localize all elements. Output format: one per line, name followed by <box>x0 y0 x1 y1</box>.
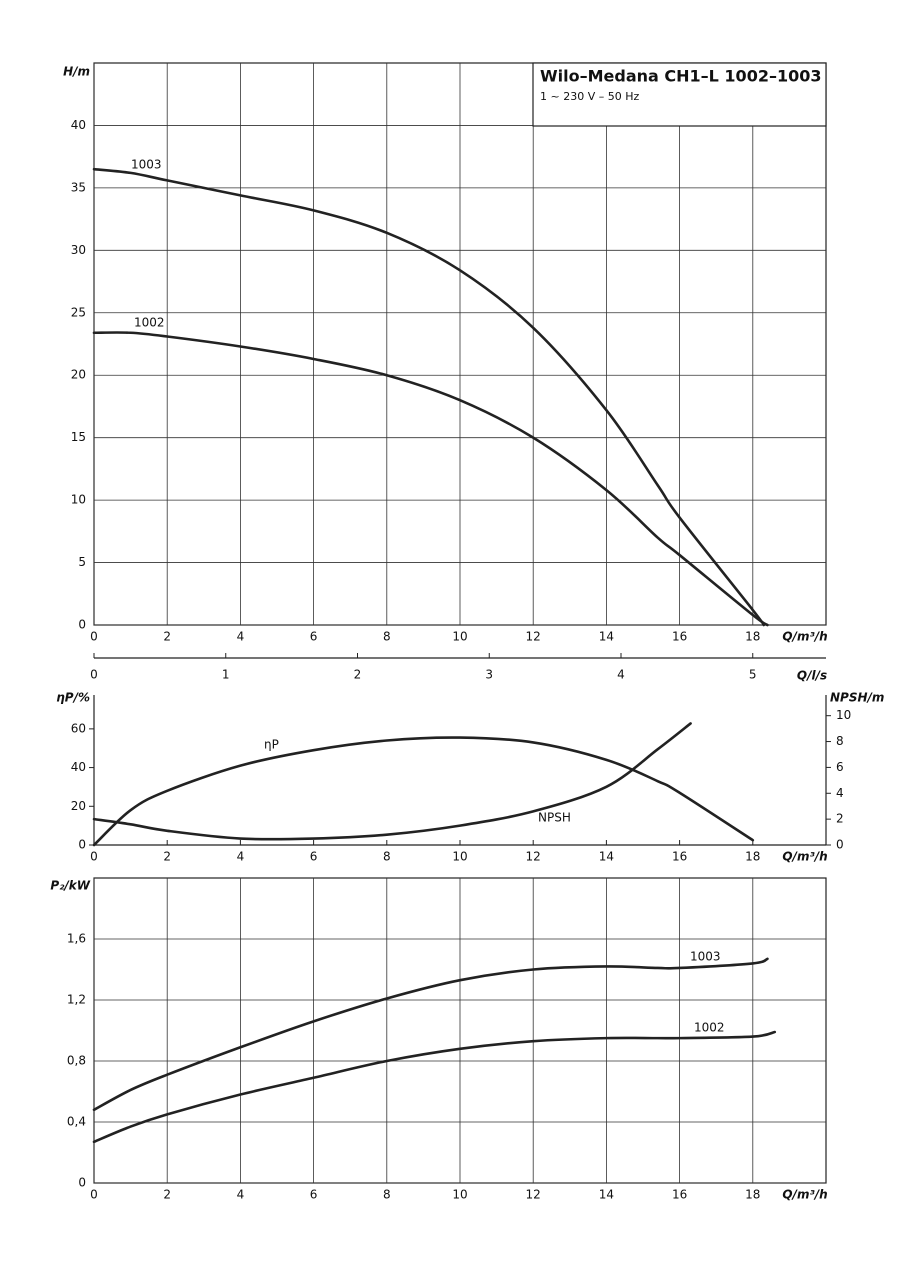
y-tick-label: 40 <box>71 118 86 132</box>
x-axis-label: Q/m³/h <box>782 1188 827 1202</box>
x-tick-label: 4 <box>237 1188 245 1202</box>
x-tick-label: 4 <box>237 850 245 864</box>
y-tick-label: 25 <box>71 305 86 319</box>
x-tick-label: 14 <box>599 630 614 644</box>
x2-tick-label: 1 <box>222 668 230 682</box>
y-tick-label: 30 <box>71 243 86 257</box>
chart-title: Wilo–Medana CH1–L 1002–1003 <box>540 67 821 86</box>
y-tick-label: 15 <box>71 430 86 444</box>
curve <box>92 722 692 841</box>
curve-label: 1003 <box>131 158 162 172</box>
x-axis-label: Q/m³/h <box>782 850 827 864</box>
curve <box>92 1030 777 1144</box>
x-tick-label: 10 <box>452 850 467 864</box>
y-tick-label: 35 <box>71 180 86 194</box>
curve-label: ηP <box>264 738 279 752</box>
chart-subtitle: 1 ~ 230 V – 50 Hz <box>540 90 639 103</box>
x-tick-label: 10 <box>452 630 467 644</box>
y-tick-label: 0,4 <box>67 1115 86 1129</box>
x-tick-label: 14 <box>599 850 614 864</box>
curve-label: 1002 <box>134 316 165 330</box>
curve <box>92 331 769 627</box>
x-tick-label: 0 <box>90 850 98 864</box>
x-tick-label: 18 <box>745 1188 760 1202</box>
x-tick-label: 8 <box>383 1188 391 1202</box>
x2-tick-label: 3 <box>485 668 493 682</box>
x-tick-label: 6 <box>310 850 318 864</box>
y-axis-label: ηP/% <box>56 691 90 705</box>
y-tick-label: 20 <box>71 368 86 382</box>
curve <box>92 736 755 847</box>
x-tick-label: 16 <box>672 1188 687 1202</box>
x-tick-label: 8 <box>383 630 391 644</box>
y2-tick-label: 4 <box>836 786 844 800</box>
y-tick-label: 10 <box>71 493 86 507</box>
y-tick-label: 60 <box>71 721 86 735</box>
x-tick-label: 10 <box>452 1188 467 1202</box>
x-tick-label: 6 <box>310 1188 318 1202</box>
x-tick-label: 12 <box>526 850 541 864</box>
x-tick-label: 18 <box>745 630 760 644</box>
x-tick-label: 2 <box>163 630 171 644</box>
x2-tick-label: 0 <box>90 668 98 682</box>
x2-tick-label: 5 <box>749 668 757 682</box>
x-tick-label: 18 <box>745 850 760 864</box>
y2-tick-label: 8 <box>836 734 844 748</box>
x2-tick-label: 4 <box>617 668 625 682</box>
title-box <box>532 62 827 127</box>
curve-label: 1003 <box>690 950 721 964</box>
curve-label: NPSH <box>538 811 571 825</box>
x-tick-label: 6 <box>310 630 318 644</box>
y-tick-label: 0 <box>78 618 86 632</box>
x2-tick-label: 2 <box>354 668 362 682</box>
x-tick-label: 2 <box>163 850 171 864</box>
y-axis-label: H/m <box>63 65 90 79</box>
y2-tick-label: 10 <box>836 708 851 722</box>
x-tick-label: 16 <box>672 850 687 864</box>
x-tick-label: 14 <box>599 1188 614 1202</box>
curve <box>92 957 769 1112</box>
x-tick-label: 8 <box>383 850 391 864</box>
y-tick-label: 1,6 <box>67 932 86 946</box>
y-tick-label: 40 <box>71 760 86 774</box>
x2-axis-label: Q/l/s <box>797 669 827 683</box>
y-tick-label: 0 <box>78 1176 86 1190</box>
x-tick-label: 12 <box>526 1188 541 1202</box>
y2-tick-label: 6 <box>836 760 844 774</box>
y-tick-label: 1,2 <box>67 993 86 1007</box>
curve <box>92 167 766 627</box>
y2-tick-label: 0 <box>836 838 844 852</box>
y-tick-label: 0 <box>78 838 86 852</box>
x-tick-label: 16 <box>672 630 687 644</box>
x-axis-label: Q/m³/h <box>782 630 827 644</box>
y-axis-label: P₂/kW <box>50 879 90 893</box>
y-tick-label: 0,8 <box>67 1054 86 1068</box>
curve-label: 1002 <box>694 1021 725 1035</box>
y2-axis-label: NPSH/m <box>830 691 884 705</box>
x-tick-label: 0 <box>90 630 98 644</box>
x-tick-label: 2 <box>163 1188 171 1202</box>
y2-tick-label: 2 <box>836 812 844 826</box>
x-tick-label: 4 <box>237 630 245 644</box>
x-tick-label: 0 <box>90 1188 98 1202</box>
y-tick-label: 20 <box>71 799 86 813</box>
x-tick-label: 12 <box>526 630 541 644</box>
y-tick-label: 5 <box>78 555 86 569</box>
